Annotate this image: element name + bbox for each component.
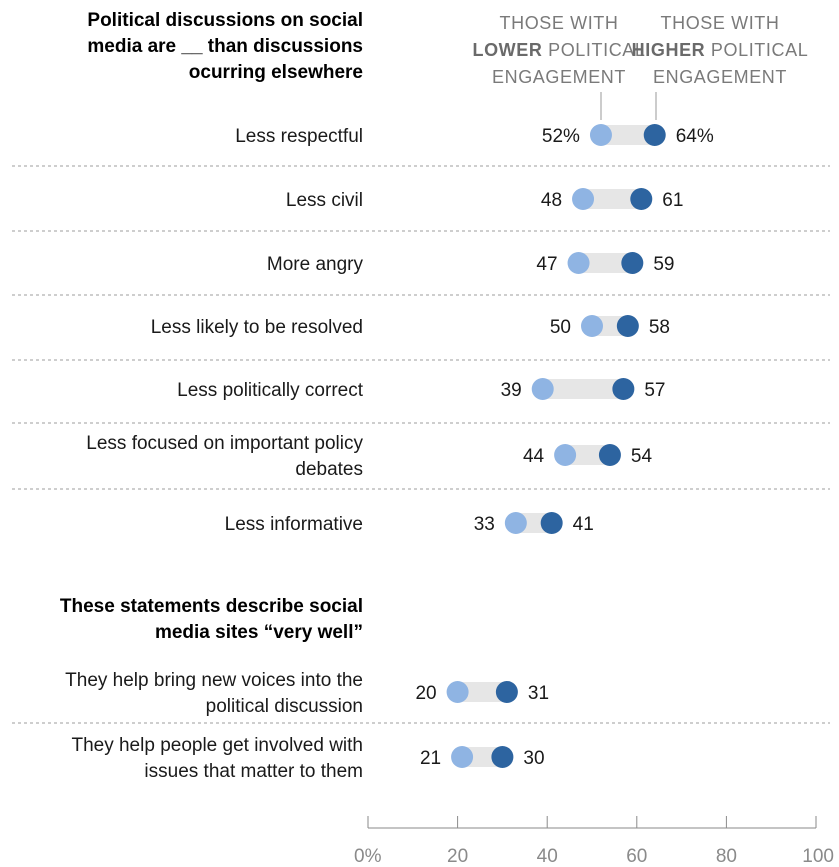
row-label-line: Less civil: [286, 190, 363, 211]
value-label-lower: 48: [541, 190, 562, 211]
row-label-line: issues that matter to them: [144, 761, 363, 782]
row-label-line: Less focused on important policy: [86, 433, 363, 454]
dot-higher-engagement: [491, 746, 514, 768]
value-label-higher: 41: [573, 514, 594, 535]
dot-lower-engagement: [446, 681, 469, 703]
dot-lower-engagement: [451, 746, 474, 768]
row-label: Less civil: [286, 190, 363, 211]
row-label-line: They help bring new voices into the: [65, 670, 363, 691]
value-label-higher: 59: [653, 254, 674, 275]
x-axis-tick-label: 100: [802, 846, 834, 867]
range-bar: [457, 682, 507, 702]
section-title-line: media are __ than discussions: [87, 36, 363, 57]
value-label-lower: 47: [536, 254, 557, 275]
row-label-line: political discussion: [206, 696, 363, 717]
value-label-higher: 54: [631, 446, 653, 467]
legend-lower-line: LOWER POLITICAL: [472, 40, 645, 60]
row-label-line: Less politically correct: [177, 380, 364, 401]
dot-lower-engagement: [531, 378, 554, 400]
value-label-higher: 57: [644, 380, 665, 401]
value-label-higher: 58: [649, 317, 670, 338]
value-label-lower: 50: [550, 317, 571, 338]
range-bar: [600, 125, 655, 145]
legend-lower: THOSE WITH LOWER POLITICAL ENGAGEMENT: [472, 13, 645, 87]
row-label: Less respectful: [235, 126, 363, 147]
value-label-lower: 33: [474, 514, 495, 535]
legend-higher: THOSE WITH HIGHER POLITICAL ENGAGEMENT: [632, 13, 809, 87]
legend-lower-line: ENGAGEMENT: [492, 67, 626, 87]
dot-lower-engagement: [589, 124, 612, 146]
section-title-line: Political discussions on social: [87, 10, 363, 31]
row-label: Less likely to be resolved: [151, 317, 363, 338]
row-label: More angry: [267, 254, 364, 275]
legend-lower-line: THOSE WITH: [500, 13, 619, 33]
dot-higher-engagement: [540, 512, 563, 534]
value-label-lower: 39: [501, 380, 522, 401]
x-axis-tick-label: 60: [626, 846, 647, 867]
row-label: They help people get involved with issues…: [71, 735, 363, 782]
dot-lower-engagement: [567, 252, 590, 274]
dot-higher-engagement: [612, 378, 635, 400]
section-title: These statements describe social media si…: [60, 596, 363, 643]
dot-lower-engagement: [554, 444, 577, 466]
dot-lower-engagement: [572, 188, 595, 210]
dot-higher-engagement: [621, 252, 644, 274]
row-label: Less informative: [225, 514, 363, 535]
row-label: They help bring new voices into the polit…: [65, 670, 363, 717]
x-axis-tick-label: 40: [537, 846, 558, 867]
legend-higher-line: THOSE WITH: [661, 13, 780, 33]
row-label: Less focused on important policy debates: [86, 433, 363, 480]
value-label-lower: 44: [523, 446, 545, 467]
legend-higher-line: HIGHER POLITICAL: [632, 40, 809, 60]
section-title-line: These statements describe social: [60, 596, 363, 617]
range-bar: [583, 189, 642, 209]
section-title-line: media sites “very well”: [155, 622, 363, 643]
dot-lower-engagement: [581, 315, 603, 337]
dot-higher-engagement: [630, 188, 653, 210]
x-axis-tick-label: 80: [716, 846, 737, 867]
dot-higher-engagement: [598, 444, 621, 466]
row-label-line: Less likely to be resolved: [151, 317, 363, 338]
row-label-line: More angry: [267, 254, 364, 275]
range-bar: [542, 379, 624, 399]
section-title-line: ocurring elsewhere: [189, 62, 363, 83]
range-bar: [578, 253, 633, 273]
value-label-higher: 61: [662, 190, 683, 211]
dot-higher-engagement: [495, 681, 518, 703]
dot-higher-engagement: [616, 315, 639, 337]
row-label-line: debates: [295, 459, 363, 480]
value-label-higher: 64%: [676, 126, 714, 147]
value-label-higher: 31: [528, 683, 549, 704]
range-bar: [462, 747, 503, 767]
value-label-lower: 21: [420, 748, 441, 769]
value-label-lower: 52%: [542, 126, 580, 147]
x-axis-tick-label: 20: [447, 846, 468, 867]
row-label-line: They help people get involved with: [71, 735, 363, 756]
dot-higher-engagement: [643, 124, 666, 146]
x-axis-tick-label: 0%: [354, 846, 382, 867]
value-label-higher: 30: [523, 748, 544, 769]
range-bar: [565, 445, 610, 465]
row-label-line: Less informative: [225, 514, 363, 535]
row-label-line: Less respectful: [235, 126, 363, 147]
value-label-lower: 20: [415, 683, 436, 704]
legend-higher-bold-word: HIGHER: [632, 40, 706, 60]
dot-lower-engagement: [504, 512, 527, 534]
legend-higher-line: ENGAGEMENT: [653, 67, 787, 87]
section-title: Political discussions on social media are…: [87, 10, 363, 83]
row-label: Less politically correct: [177, 380, 364, 401]
legend-lower-bold-word: LOWER: [472, 40, 542, 60]
